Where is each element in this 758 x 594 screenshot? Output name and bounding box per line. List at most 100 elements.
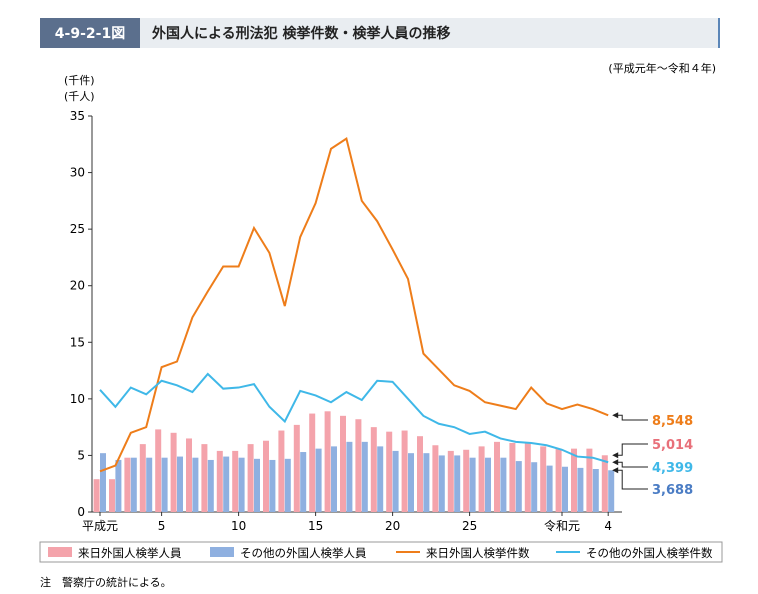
label-arrow (612, 459, 619, 466)
bar (269, 459, 276, 512)
bar (463, 449, 470, 512)
bar (186, 438, 192, 512)
y-tick-label: 0 (77, 505, 85, 519)
bar (115, 459, 122, 512)
bar (293, 424, 300, 512)
bar (386, 431, 393, 512)
bar (454, 455, 461, 512)
legend-box (39, 541, 723, 563)
bar (601, 455, 608, 512)
line (99, 137, 609, 473)
bar (392, 450, 399, 512)
bar (170, 432, 177, 512)
label-arrow (612, 467, 619, 474)
y-tick-label: 30 (70, 166, 85, 180)
bar (540, 446, 547, 512)
bar (447, 450, 454, 512)
bar (401, 430, 408, 512)
y-unit: (千人) (64, 90, 95, 103)
label-leader (614, 443, 648, 456)
label-leader (614, 414, 648, 421)
bar (555, 448, 562, 512)
bar (524, 442, 531, 512)
bar (346, 441, 353, 512)
bar (300, 452, 307, 512)
legend-swatch (210, 547, 234, 557)
subtitle: (平成元年～令和４年) (608, 61, 716, 75)
bar (469, 457, 476, 512)
x-tick-label: 25 (462, 519, 477, 533)
bar (500, 457, 507, 512)
bar (423, 453, 430, 512)
x-tick-label: 令和元 (544, 518, 580, 533)
bar (254, 458, 260, 512)
bar (192, 457, 199, 512)
x-tick-label: 5 (158, 519, 166, 533)
bar (223, 456, 230, 512)
bar (161, 457, 168, 512)
legend-label: 来日外国人検挙件数 (426, 546, 530, 560)
bar (139, 444, 146, 512)
label-leader (614, 469, 648, 490)
bar (263, 440, 269, 512)
bar (340, 415, 346, 512)
y-unit: (千件) (64, 74, 95, 87)
bar (432, 445, 439, 512)
y-tick-label: 15 (70, 335, 85, 349)
x-tick-label: 15 (308, 519, 323, 533)
bar (93, 479, 100, 512)
bar (232, 450, 239, 512)
label-arrow (612, 452, 619, 459)
bar (355, 419, 362, 512)
legend-label: その他の外国人検挙人員 (240, 546, 367, 560)
value-label: 4,399 (652, 461, 693, 476)
bar (608, 470, 615, 512)
bar (571, 448, 577, 512)
note: 注 警察庁の統計による。 (40, 575, 172, 589)
bar (438, 455, 445, 512)
bar (494, 441, 500, 512)
bar (315, 448, 322, 512)
chart-title: 外国人による刑法犯 検挙件数・検挙人員の推移 (152, 25, 450, 42)
label-leader (614, 461, 648, 468)
y-tick-label: 10 (70, 392, 85, 406)
bar (324, 411, 331, 512)
bar (130, 457, 137, 512)
bar (546, 465, 553, 512)
bar (100, 453, 106, 512)
bar (478, 446, 485, 512)
bar (309, 413, 316, 512)
bar (216, 450, 223, 512)
bar (361, 441, 368, 512)
legend-label: 来日外国人検挙人員 (78, 546, 182, 560)
bar (201, 444, 208, 512)
bar (377, 446, 384, 512)
line (99, 372, 609, 464)
figure-number: 4-9-2-1図 (55, 26, 125, 42)
bar (485, 457, 491, 512)
bar (592, 469, 599, 512)
bar (238, 457, 245, 512)
bar (124, 457, 131, 512)
y-tick-label: 5 (77, 448, 85, 462)
bar (331, 446, 337, 512)
bar (577, 467, 584, 512)
legend-label: その他の外国人検挙件数 (586, 546, 713, 560)
legend-swatch (48, 547, 72, 557)
bar (370, 427, 377, 512)
bar (278, 430, 285, 512)
value-label: 3,688 (652, 483, 693, 498)
value-label: 8,548 (652, 414, 693, 429)
value-label: 5,014 (652, 438, 693, 453)
bar (562, 466, 568, 512)
bar (247, 444, 254, 512)
bar (284, 458, 291, 512)
bar (207, 459, 214, 512)
bar (155, 429, 162, 512)
bar (408, 453, 414, 512)
x-tick-label: 10 (231, 519, 246, 533)
bar (146, 457, 153, 512)
y-tick-label: 20 (70, 279, 85, 293)
